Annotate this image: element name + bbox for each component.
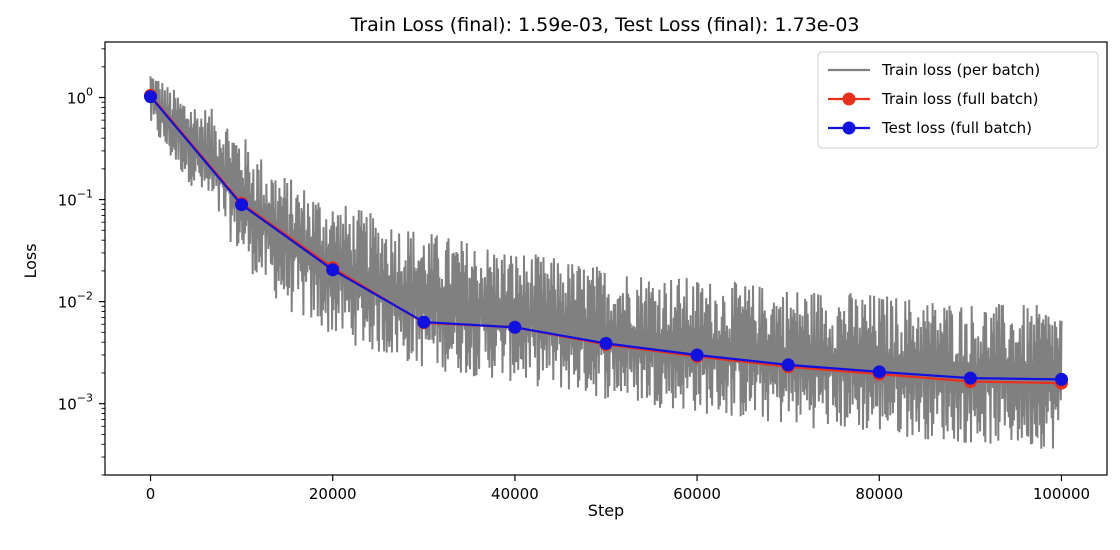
legend-swatch-marker (842, 92, 856, 106)
x-tick-label: 80000 (855, 485, 903, 503)
x-tick-label: 20000 (309, 485, 357, 503)
x-tick-label: 40000 (491, 485, 539, 503)
series-2-point (235, 198, 249, 212)
y-tick-label: 100 (67, 86, 93, 108)
legend-label: Train loss (per batch) (881, 61, 1040, 79)
y-tick-label: 10−3 (58, 392, 93, 414)
series-2-point (963, 371, 977, 385)
series-2-point (417, 315, 431, 329)
series-2-point (1055, 372, 1068, 386)
x-tick-label: 100000 (1033, 485, 1090, 503)
y-tick-label: 10−1 (58, 188, 93, 210)
y-axis-title: Loss (21, 243, 40, 278)
series-2-point (872, 365, 886, 379)
legend: Train loss (per batch) Train loss (full b… (817, 51, 1099, 149)
series-2-point (690, 348, 704, 362)
series-2-point (508, 320, 522, 334)
chart-title: Train Loss (final): 1.59e-03, Test Loss … (349, 14, 859, 36)
y-axis: 100 10−1 10−2 10−3 (58, 48, 105, 476)
x-tick-label: 60000 (673, 485, 721, 503)
x-axis-title: Step (588, 501, 624, 520)
series-2-point (599, 336, 613, 350)
series-train-per-batch-line (149, 76, 1063, 449)
plot-area (144, 76, 1068, 449)
series-2-group (144, 90, 1068, 386)
x-tick-label: 0 (146, 485, 156, 503)
legend-label: Test loss (full batch) (881, 119, 1032, 137)
series-2-point (326, 263, 340, 277)
legend-box (817, 51, 1099, 149)
legend-label: Train loss (full batch) (881, 90, 1038, 108)
x-axis: 0 20000 40000 60000 80000 100000 (146, 475, 1090, 503)
series-2-point (144, 90, 157, 104)
y-tick-label: 10−2 (58, 290, 93, 312)
series-2-point (781, 358, 795, 372)
legend-swatch-marker (842, 121, 856, 135)
plot-frame (104, 41, 1108, 476)
